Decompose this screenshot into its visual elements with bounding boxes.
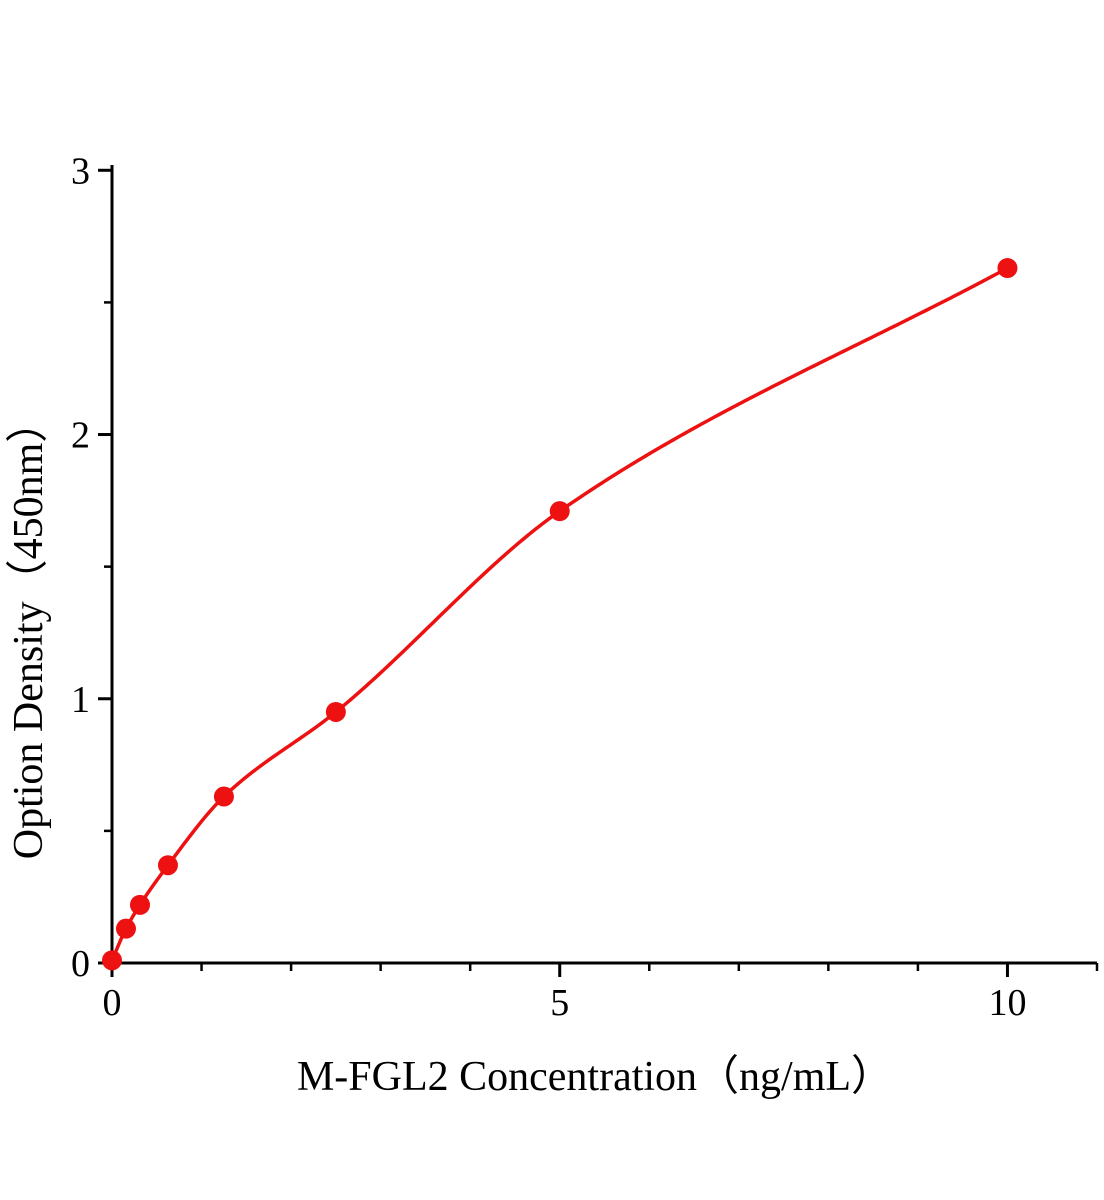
y-tick-label: 3 — [71, 150, 90, 192]
data-point — [157, 855, 178, 876]
standard-curve-line — [110, 266, 1010, 963]
y-tick-label: 0 — [71, 943, 90, 985]
y-tick-label: 2 — [71, 415, 90, 457]
data-point — [213, 786, 234, 807]
data-point — [115, 918, 136, 939]
x-tick-label: 5 — [550, 982, 569, 1024]
data-point — [129, 894, 150, 915]
data-point — [102, 950, 122, 971]
y-axis-label: Option Density（450nm） — [6, 401, 52, 860]
data-point — [997, 258, 1018, 279]
x-tick-label: 0 — [103, 982, 122, 1024]
data-point — [549, 501, 570, 522]
y-tick-label: 1 — [71, 679, 90, 721]
plot-area: 0 5 10 0 1 2 3 — [71, 150, 1099, 1024]
data-point — [325, 701, 346, 722]
x-axis-label: M-FGL2 Concentration（ng/mL） — [297, 1054, 893, 1100]
x-tick-label: 10 — [988, 982, 1026, 1024]
